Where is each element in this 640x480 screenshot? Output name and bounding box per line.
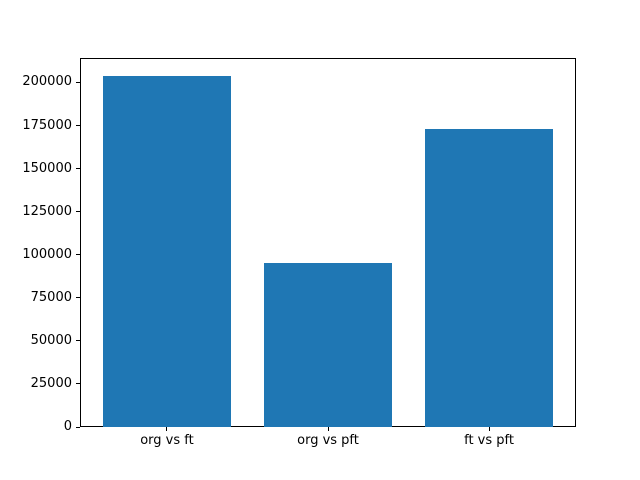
x-tick-mark xyxy=(488,427,490,431)
x-tick-mark xyxy=(327,427,329,431)
y-tick-mark xyxy=(76,81,80,83)
y-tick-mark xyxy=(76,254,80,256)
x-tick-label: org vs pft xyxy=(297,433,359,448)
y-tick-mark xyxy=(76,168,80,170)
y-tick-mark xyxy=(76,340,80,342)
y-tick-mark xyxy=(76,383,80,385)
y-tick-label: 175000 xyxy=(22,117,72,133)
y-tick-mark xyxy=(76,211,80,213)
y-tick-label: 50000 xyxy=(30,332,72,348)
bar xyxy=(102,75,232,427)
y-tick-mark xyxy=(76,426,80,428)
y-tick-label: 25000 xyxy=(30,375,72,391)
y-tick-label: 100000 xyxy=(22,246,72,262)
bar xyxy=(424,128,554,427)
y-tick-label: 75000 xyxy=(30,289,72,305)
x-tick-label: ft vs pft xyxy=(464,433,514,448)
x-tick-label: org vs ft xyxy=(140,433,194,448)
y-tick-label: 150000 xyxy=(22,160,72,176)
y-tick-label: 125000 xyxy=(22,203,72,219)
bar xyxy=(263,263,393,427)
y-tick-label: 0 xyxy=(63,419,72,434)
y-tick-label: 200000 xyxy=(22,74,72,90)
y-tick-mark xyxy=(76,125,80,127)
x-tick-mark xyxy=(166,427,168,431)
y-tick-mark xyxy=(76,297,80,299)
